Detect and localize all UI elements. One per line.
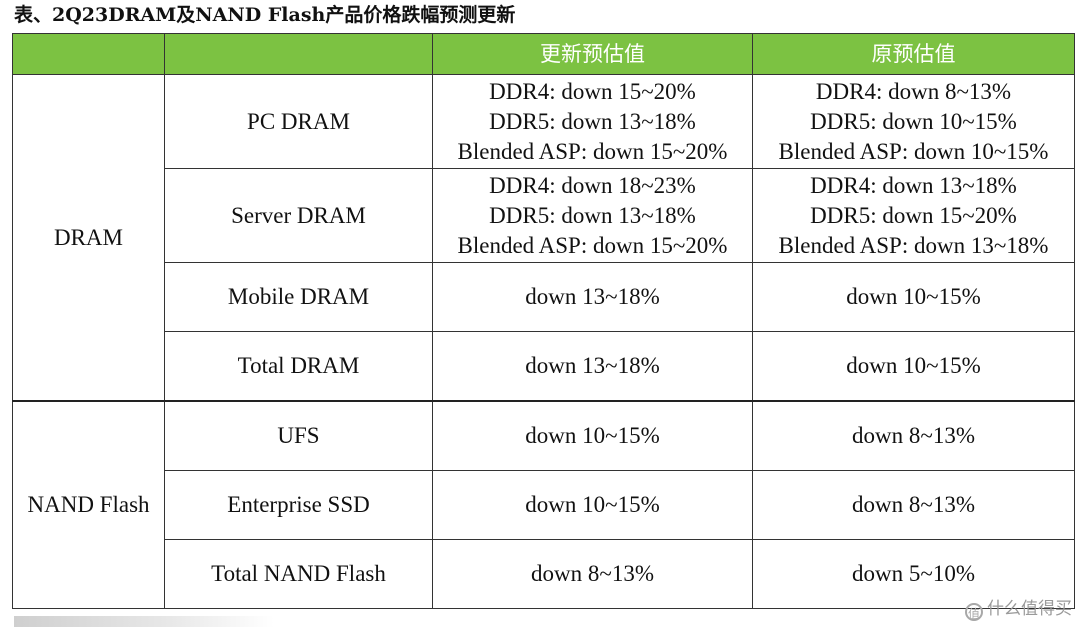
header-original-estimate: 原预估值 [752,33,1075,75]
updated-estimate-cell: DDR4: down 15~20% DDR5: down 13~18% Blen… [432,74,753,169]
original-estimate-cell: down 10~15% [752,331,1075,402]
group-label-dram: DRAM [12,74,165,402]
table-row: Mobile DRAM down 13~18% down 10~15% [13,262,1075,332]
header-updated-estimate: 更新预估值 [432,33,753,75]
table-row: Server DRAM DDR4: down 18~23% DDR5: down… [13,168,1075,263]
table-row: Enterprise SSD down 10~15% down 8~13% [13,470,1075,540]
original-estimate-cell: down 8~13% [752,400,1075,471]
updated-estimate-cell: down 13~18% [432,331,753,402]
product-cell: UFS [164,400,433,471]
estimate-line: DDR5: down 10~15% [810,108,1017,134]
group-label-nand-flash: NAND Flash [12,400,165,609]
estimate-line: DDR4: down 8~13% [815,78,1012,104]
table-caption: 表、2Q23DRAM及NAND Flash产品价格跌幅预测更新 [14,4,516,26]
product-cell: Total NAND Flash [164,539,433,609]
estimate-line: DDR4: down 15~20% [489,78,696,104]
estimate-line: Blended ASP: down 13~18% [778,232,1049,258]
estimate-line: DDR4: down 18~23% [489,172,696,198]
watermark-logo-icon: 值 [965,603,983,621]
product-cell: Enterprise SSD [164,470,433,540]
original-estimate-cell: DDR4: down 8~13% DDR5: down 10~15% Blend… [752,74,1075,169]
product-cell: Total DRAM [164,331,433,402]
original-estimate-cell: down 8~13% [752,470,1075,540]
updated-estimate-cell: DDR4: down 18~23% DDR5: down 13~18% Blen… [432,168,753,263]
table-header-row: 更新预估值 原预估值 [12,33,1075,75]
table-row: Total DRAM down 13~18% down 10~15% [13,331,1075,402]
table-row: DRAM PC DRAM DDR4: down 15~20% DDR5: dow… [12,74,1075,402]
estimate-line: Blended ASP: down 15~20% [457,138,728,164]
product-cell: Mobile DRAM [164,262,433,332]
estimate-line: Blended ASP: down 15~20% [457,232,728,258]
estimate-line: DDR5: down 15~20% [810,202,1017,228]
original-estimate-cell: down 5~10% [752,539,1075,609]
estimate-line: DDR5: down 13~18% [489,108,696,134]
original-estimate-cell: down 10~15% [752,262,1075,332]
source-note-bar [14,616,274,627]
table-row: Total NAND Flash down 8~13% down 5~10% [13,539,1075,609]
header-blank-cell [12,33,165,75]
estimate-line: DDR5: down 13~18% [489,202,696,228]
table-row: NAND Flash UFS down 10~15% down 8~13% [12,400,1075,609]
updated-estimate-cell: down 8~13% [432,539,753,609]
updated-estimate-cell: down 10~15% [432,470,753,540]
product-cell: Server DRAM [164,168,433,263]
original-estimate-cell: DDR4: down 13~18% DDR5: down 15~20% Blen… [752,168,1075,263]
updated-estimate-cell: down 10~15% [432,400,753,471]
product-cell: PC DRAM [164,74,433,169]
price-forecast-table: 更新预估值 原预估值 DRAM PC DRAM DDR4: down 15~20… [12,33,1075,609]
estimate-line: Blended ASP: down 10~15% [778,138,1049,164]
site-watermark: 值什么值得买 [965,594,1072,621]
watermark-text: 什么值得买 [987,599,1072,619]
updated-estimate-cell: down 13~18% [432,262,753,332]
header-blank-cell [164,33,433,75]
estimate-line: DDR4: down 13~18% [810,172,1017,198]
